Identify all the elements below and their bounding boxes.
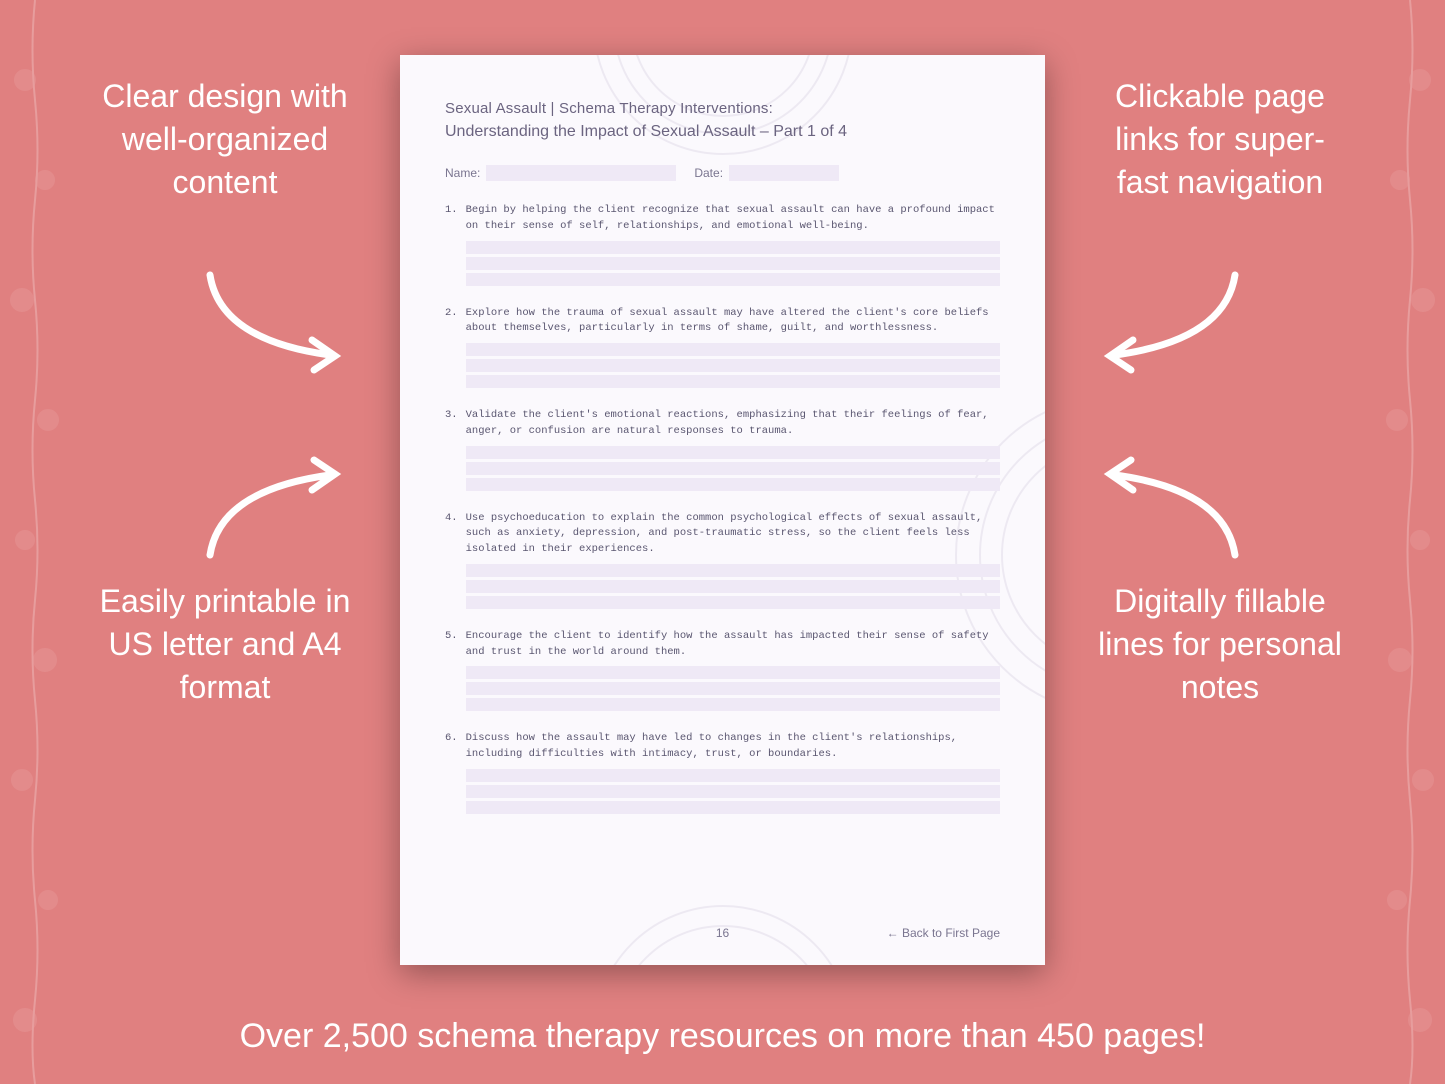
name-input[interactable]	[486, 165, 676, 181]
date-label: Date:	[694, 166, 723, 180]
name-label: Name:	[445, 166, 480, 180]
worksheet-item: 2. Explore how the trauma of sexual assa…	[445, 306, 1000, 389]
fillable-line[interactable]	[466, 801, 1000, 814]
item-text: Validate the client's emotional reaction…	[466, 408, 1000, 440]
fillable-line[interactable]	[466, 596, 1000, 609]
item-number: 5.	[445, 629, 458, 712]
item-text: Explore how the trauma of sexual assault…	[466, 306, 1000, 338]
document-preview: Sexual Assault | Schema Therapy Interven…	[400, 55, 1045, 965]
worksheet-item: 4. Use psychoeducation to explain the co…	[445, 511, 1000, 609]
worksheet-item: 6. Discuss how the assault may have led …	[445, 731, 1000, 814]
item-number: 3.	[445, 408, 458, 491]
item-number: 2.	[445, 306, 458, 389]
item-text: Discuss how the assault may have led to …	[466, 731, 1000, 763]
fillable-line[interactable]	[466, 359, 1000, 372]
arrow-top-left	[190, 260, 360, 380]
document-footer: 16 ← Back to First Page	[445, 926, 1000, 940]
fillable-line[interactable]	[466, 785, 1000, 798]
arrow-bottom-left	[190, 450, 360, 570]
fillable-line[interactable]	[466, 375, 1000, 388]
worksheet-item: 3. Validate the client's emotional react…	[445, 408, 1000, 491]
worksheet-item: 5. Encourage the client to identify how …	[445, 629, 1000, 712]
fillable-line[interactable]	[466, 462, 1000, 475]
item-number: 6.	[445, 731, 458, 814]
fillable-line[interactable]	[466, 241, 1000, 254]
bottom-banner: Over 2,500 schema therapy resources on m…	[0, 1017, 1445, 1056]
callout-bottom-left: Easily printable in US letter and A4 for…	[95, 580, 355, 710]
fillable-line[interactable]	[466, 273, 1000, 286]
page-number: 16	[716, 926, 729, 940]
item-number: 4.	[445, 511, 458, 609]
item-text: Encourage the client to identify how the…	[466, 629, 1000, 661]
callout-top-right: Clickable page links for super-fast navi…	[1090, 75, 1350, 205]
fillable-line[interactable]	[466, 446, 1000, 459]
item-number: 1.	[445, 203, 458, 286]
floral-border-left	[0, 0, 70, 1084]
document-header: Sexual Assault | Schema Therapy Interven…	[445, 100, 1000, 117]
worksheet-item: 1. Begin by helping the client recognize…	[445, 203, 1000, 286]
name-date-row: Name: Date:	[445, 165, 1000, 181]
item-text: Use psychoeducation to explain the commo…	[466, 511, 1000, 558]
callout-bottom-right: Digitally fillable lines for personal no…	[1090, 580, 1350, 710]
back-link[interactable]: ← Back to First Page	[887, 926, 1000, 940]
fillable-line[interactable]	[466, 666, 1000, 679]
arrow-top-right	[1085, 260, 1255, 380]
item-text: Begin by helping the client recognize th…	[466, 203, 1000, 235]
fillable-line[interactable]	[466, 580, 1000, 593]
date-input[interactable]	[729, 165, 839, 181]
floral-border-right	[1375, 0, 1445, 1084]
fillable-line[interactable]	[466, 682, 1000, 695]
fillable-line[interactable]	[466, 564, 1000, 577]
document-subtitle: Understanding the Impact of Sexual Assau…	[445, 123, 1000, 141]
fillable-line[interactable]	[466, 257, 1000, 270]
fillable-line[interactable]	[466, 478, 1000, 491]
callout-top-left: Clear design with well-organized content	[95, 75, 355, 205]
fillable-line[interactable]	[466, 343, 1000, 356]
arrow-bottom-right	[1085, 450, 1255, 570]
fillable-line[interactable]	[466, 769, 1000, 782]
fillable-line[interactable]	[466, 698, 1000, 711]
